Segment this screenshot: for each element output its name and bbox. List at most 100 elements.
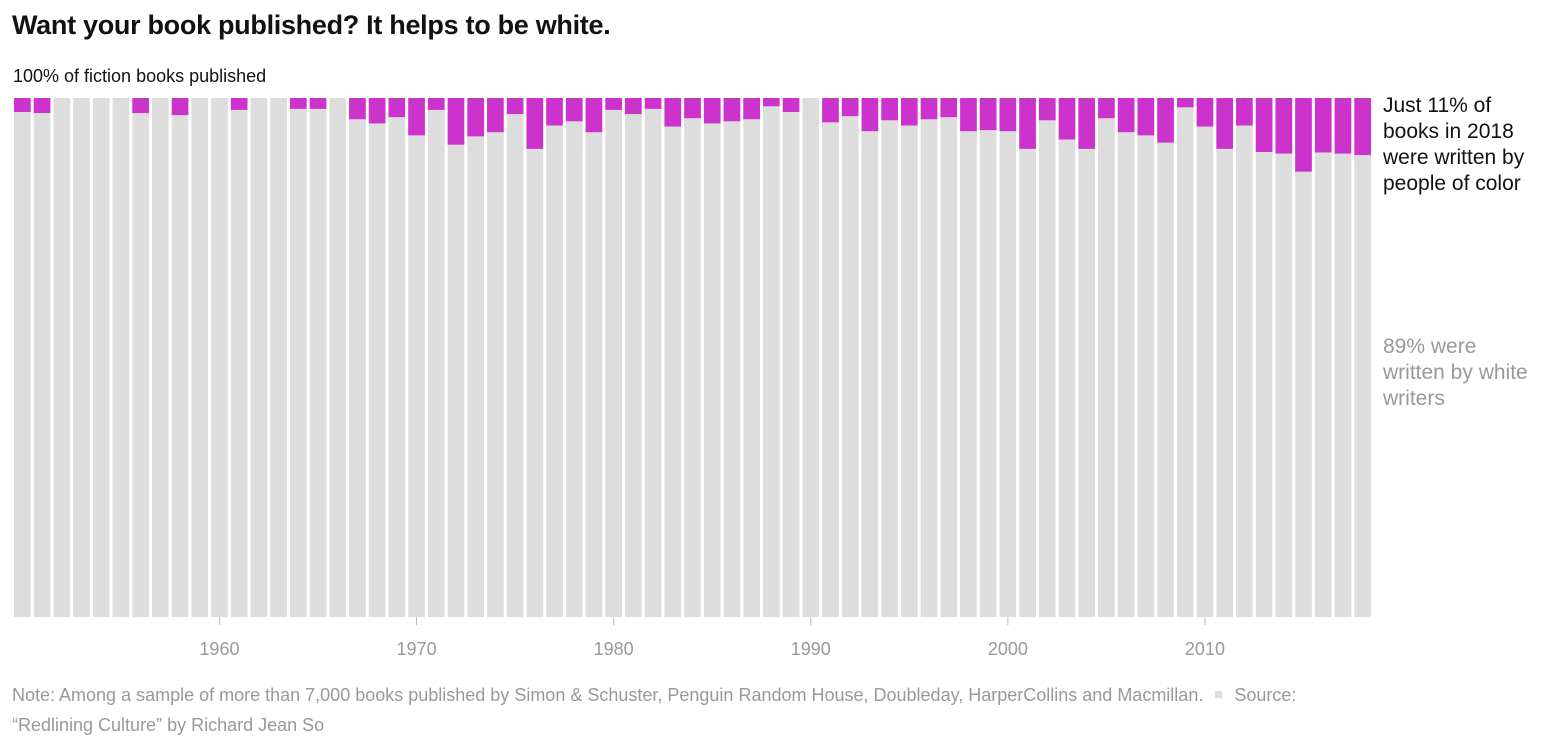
bar-poc-2003 bbox=[1058, 98, 1076, 140]
bar-poc-2015 bbox=[1295, 98, 1312, 172]
x-axis-ticks: 1960 1970 1980 1990 2000 2010 bbox=[199, 617, 1225, 659]
bar-white-1998 bbox=[960, 131, 977, 617]
bar-white-1997 bbox=[940, 117, 958, 617]
bar-white-1959 bbox=[191, 98, 209, 617]
bar-white-1983 bbox=[664, 126, 682, 618]
bar-white-2013 bbox=[1255, 151, 1273, 618]
bar-white-2018 bbox=[1354, 155, 1371, 617]
bar-poc-1967 bbox=[349, 98, 366, 120]
bar-white-1982 bbox=[644, 108, 662, 618]
bar-poc-1987 bbox=[743, 98, 760, 120]
bar-poc-1973 bbox=[467, 98, 485, 137]
bar-white-1985 bbox=[703, 123, 721, 618]
x-tick-label-2010: 2010 bbox=[1185, 639, 1225, 659]
bar-poc-2006 bbox=[1117, 98, 1135, 133]
bar-white-1966 bbox=[329, 98, 347, 617]
bar-poc-2007 bbox=[1137, 98, 1155, 136]
bar-poc-1993 bbox=[861, 98, 879, 132]
bar-poc-1977 bbox=[546, 98, 563, 126]
bar-white-1964 bbox=[289, 108, 307, 618]
bar-white-1978 bbox=[565, 121, 583, 618]
bar-white-1999 bbox=[979, 130, 997, 617]
bar-white-2017 bbox=[1334, 153, 1352, 617]
bar-white-2006 bbox=[1117, 132, 1135, 617]
bar-white-1960 bbox=[211, 98, 228, 617]
bar-poc-1950 bbox=[14, 98, 31, 113]
bar-poc-1997 bbox=[940, 98, 958, 118]
x-tick-label-1960: 1960 bbox=[199, 639, 239, 659]
bar-poc-1956 bbox=[132, 98, 149, 114]
bar-white-1991 bbox=[822, 122, 839, 617]
bar-white-1963 bbox=[270, 98, 287, 617]
bar-poc-1968 bbox=[368, 98, 386, 124]
stacked-bar-chart: 1960 1970 1980 1990 2000 2010 bbox=[14, 98, 1371, 659]
bar-poc-1995 bbox=[900, 98, 918, 126]
bar-poc-1982 bbox=[644, 98, 662, 109]
bar-poc-1980 bbox=[605, 98, 623, 110]
bar-white-2001 bbox=[1019, 148, 1036, 618]
note-text: Note: Among a sample of more than 7,000 … bbox=[12, 685, 1204, 705]
x-tick-label-1970: 1970 bbox=[397, 639, 437, 659]
bar-white-1954 bbox=[92, 98, 110, 617]
bar-poc-1979 bbox=[585, 98, 603, 133]
bar-poc-2009 bbox=[1176, 98, 1194, 108]
bar-white-1968 bbox=[368, 123, 386, 618]
bar-white-1989 bbox=[782, 112, 800, 617]
bar-white-1994 bbox=[881, 120, 898, 617]
bar-white-2004 bbox=[1078, 148, 1096, 618]
bar-white-1987 bbox=[743, 119, 760, 617]
bar-white-2012 bbox=[1236, 125, 1253, 617]
bar-poc-1986 bbox=[723, 98, 741, 122]
bar-white-1986 bbox=[723, 121, 741, 618]
bar-white-2002 bbox=[1038, 120, 1056, 617]
bar-poc-1970 bbox=[408, 98, 425, 136]
bar-white-1996 bbox=[920, 119, 938, 617]
annotation-white-writers: 89% were written by white writers bbox=[1383, 335, 1528, 410]
bar-white-1981 bbox=[625, 114, 642, 617]
bar-poc-1961 bbox=[230, 98, 248, 110]
bar-white-2009 bbox=[1176, 107, 1194, 617]
bar-white-1962 bbox=[250, 98, 268, 617]
bar-white-1993 bbox=[861, 131, 879, 617]
bar-white-1965 bbox=[309, 108, 327, 618]
bar-poc-1971 bbox=[427, 98, 445, 110]
bar-white-1976 bbox=[526, 148, 544, 618]
bar-poc-1998 bbox=[960, 98, 977, 132]
bar-white-2010 bbox=[1196, 126, 1214, 618]
bar-white-1992 bbox=[841, 116, 859, 618]
bar-poc-1975 bbox=[506, 98, 524, 115]
source-label: Source: bbox=[1234, 685, 1297, 705]
bar-white-2007 bbox=[1137, 135, 1155, 617]
chart-note: Note: Among a sample of more than 7,000 … bbox=[12, 680, 1532, 740]
bar-poc-1988 bbox=[762, 98, 780, 107]
bar-poc-2018 bbox=[1354, 98, 1371, 156]
bar-white-1973 bbox=[467, 136, 485, 617]
x-tick-label-1990: 1990 bbox=[791, 639, 831, 659]
bar-white-2008 bbox=[1157, 142, 1174, 617]
bar-poc-1951 bbox=[33, 98, 51, 114]
bar-poc-1974 bbox=[487, 98, 504, 133]
bar-poc-1996 bbox=[920, 98, 938, 120]
annotation-people-of-color: Just 11% of books in 2018 were written b… bbox=[1383, 94, 1525, 195]
bar-poc-1965 bbox=[309, 98, 327, 109]
bar-white-1980 bbox=[605, 109, 623, 617]
bar-white-2003 bbox=[1058, 139, 1076, 617]
bar-poc-1984 bbox=[684, 98, 701, 119]
source-text: “Redlining Culture” by Richard Jean So bbox=[12, 715, 325, 735]
bar-poc-1991 bbox=[822, 98, 839, 123]
bar-poc-2004 bbox=[1078, 98, 1096, 149]
bar-poc-2001 bbox=[1019, 98, 1036, 149]
bar-white-1990 bbox=[802, 98, 820, 617]
bar-white-1952 bbox=[53, 98, 71, 617]
x-tick-label-1980: 1980 bbox=[594, 639, 634, 659]
bar-poc-1983 bbox=[664, 98, 682, 127]
bar-poc-1976 bbox=[526, 98, 544, 149]
bar-white-2014 bbox=[1275, 153, 1293, 617]
bar-poc-1985 bbox=[703, 98, 721, 124]
bar-poc-1981 bbox=[625, 98, 642, 115]
bar-poc-2005 bbox=[1098, 98, 1115, 119]
bar-white-1956 bbox=[132, 113, 149, 618]
bar-white-1969 bbox=[388, 117, 406, 617]
bar-poc-2010 bbox=[1196, 98, 1214, 127]
bar-white-1951 bbox=[33, 113, 51, 618]
